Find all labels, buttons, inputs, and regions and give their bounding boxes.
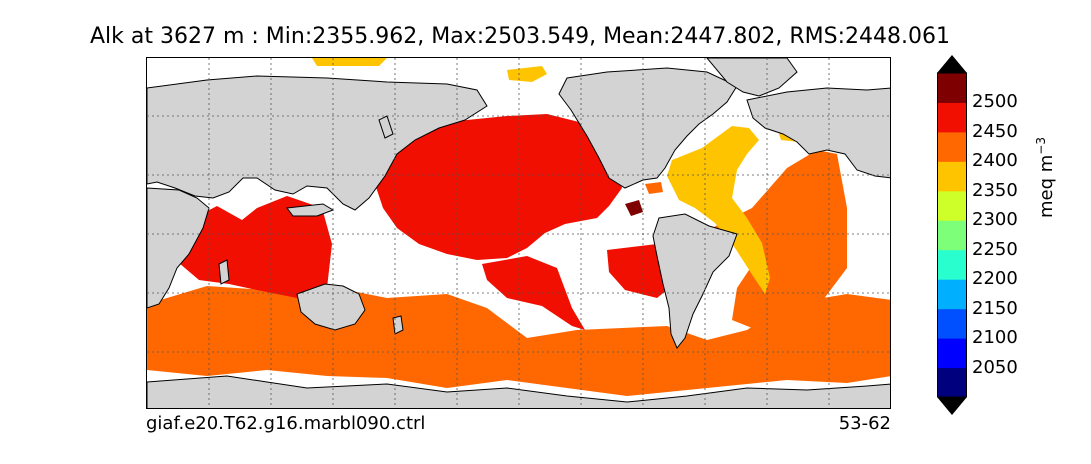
colorbar-tick-label: 2500 bbox=[972, 91, 1018, 113]
colorbar-band bbox=[937, 338, 967, 369]
colorbar-band bbox=[937, 249, 967, 280]
colorbar-tick-label: 2250 bbox=[972, 238, 1018, 260]
australia-land bbox=[296, 283, 366, 331]
colorbar-tick-label: 2300 bbox=[972, 209, 1018, 231]
new-zealand-land bbox=[392, 315, 404, 335]
colorbar-tick-label: 2100 bbox=[972, 327, 1018, 349]
colorbar bbox=[937, 55, 967, 415]
south-america-land bbox=[652, 213, 738, 349]
arctic-patch bbox=[507, 66, 547, 82]
colorbar-frame bbox=[937, 72, 967, 398]
colorbar-units-label: meq m−3 bbox=[1034, 137, 1057, 218]
madagascar-land bbox=[218, 259, 230, 285]
colorbar-tick-label: 2200 bbox=[972, 268, 1018, 290]
units-exponent: −3 bbox=[1034, 137, 1048, 155]
colorbar-band bbox=[937, 131, 967, 162]
units-text: meq m bbox=[1036, 154, 1057, 218]
arctic-top-patch bbox=[312, 58, 387, 66]
colorbar-band bbox=[937, 220, 967, 251]
north-atlantic-field bbox=[667, 126, 770, 294]
colorbar-band bbox=[937, 161, 967, 192]
map-panel bbox=[146, 57, 891, 409]
colorbar-band bbox=[937, 73, 967, 103]
colorbar-band bbox=[937, 102, 967, 133]
indonesia-land bbox=[286, 203, 335, 217]
colorbar-band bbox=[937, 308, 967, 339]
land-masses bbox=[147, 58, 890, 408]
south-atlantic-field bbox=[712, 150, 847, 330]
world-map bbox=[147, 58, 890, 408]
colorbar-band bbox=[937, 190, 967, 221]
europe-land bbox=[746, 87, 890, 179]
gulf-field bbox=[645, 182, 663, 194]
japan-land bbox=[378, 115, 394, 139]
north-america-land bbox=[558, 67, 738, 189]
case-name-label: giaf.e20.T62.g16.marbl090.ctrl bbox=[146, 413, 426, 434]
plot-title: Alk at 3627 m : Min:2355.962, Max:2503.5… bbox=[90, 24, 950, 49]
caribbean-field bbox=[625, 200, 643, 216]
africa-land bbox=[147, 187, 210, 309]
years-label: 53-62 bbox=[838, 413, 891, 434]
colorbar-extend-max bbox=[937, 55, 967, 73]
greenland-land bbox=[706, 58, 798, 97]
north-pacific-field bbox=[367, 114, 622, 260]
indian-ocean-field bbox=[175, 196, 332, 298]
colorbar-band bbox=[937, 367, 967, 398]
gridlines bbox=[147, 58, 890, 408]
colorbar-tick-label: 2350 bbox=[972, 179, 1018, 201]
eurasia-land bbox=[147, 75, 488, 211]
colorbar-tick-label: 2050 bbox=[972, 356, 1018, 378]
colorbar-extend-min bbox=[937, 397, 967, 415]
colorbar-tick-label: 2150 bbox=[972, 297, 1018, 319]
colorbar-tick-label: 2450 bbox=[972, 120, 1018, 142]
colorbar-band bbox=[937, 279, 967, 310]
colorbar-tick-label: 2400 bbox=[972, 150, 1018, 172]
